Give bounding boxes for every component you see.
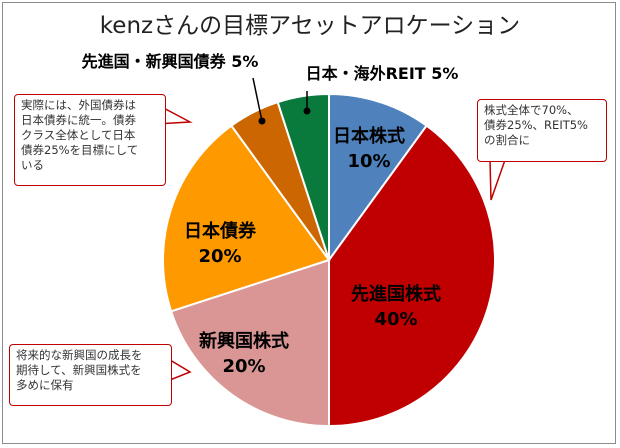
- slice-label-nihon_kaigai_reit: 日本・海外REIT 5%: [306, 64, 459, 83]
- callout-line: 日本債券に統一。債券: [21, 113, 136, 127]
- chart-title: kenzさんの目標アセットアロケーション: [99, 13, 521, 39]
- callout-line: いる: [21, 158, 44, 172]
- pie-slice-shinkoukoku_kabushiki: [169, 258, 330, 428]
- pie-slice-nihon_kabushiki: [328, 92, 428, 264]
- callout-line: 期待して、新興国株式を: [16, 363, 142, 377]
- leader-dot: [303, 107, 311, 115]
- callout-line: の割合に: [484, 133, 530, 147]
- slice-label-shinkoukoku_kabushiki: 新興国株式: [199, 330, 289, 352]
- callout-top-left: 実際には、外国債券は 日本債券に統一。債券 クラス全体として日本 債券25%を目…: [14, 94, 166, 186]
- callout-line: 多めに保有: [16, 378, 74, 392]
- leader-line: [252, 77, 263, 122]
- slice-label-senshinkoku_shinkoukoku_saiken: 先進国・新興国債券 5%: [82, 52, 259, 71]
- leader-dot: [258, 117, 266, 125]
- callout-tail-top-right: [489, 159, 507, 201]
- slice-value-shinkoukoku_kabushiki: 20%: [222, 356, 265, 377]
- slice-value-senshinkoku_kabushiki: 40%: [374, 309, 417, 330]
- callout-line: 実際には、外国債券は: [21, 98, 136, 112]
- callout-bottom-left: 将来的な新興国の成長を 期待して、新興国株式を 多めに保有: [9, 344, 172, 406]
- pie-slice-nihon_kaigai_reit: [276, 92, 330, 261]
- slice-label-nihon_saiken: 日本債券: [184, 220, 257, 242]
- callout-line: 債券25%を目標にして: [21, 143, 139, 157]
- slice-value-nihon_kabushiki: 10%: [347, 151, 390, 172]
- callout-line: 債券25%、REIT5%: [484, 118, 588, 132]
- callout-line: 将来的な新興国の成長を: [16, 348, 143, 362]
- callout-top-right: 株式全体で70%、 債券25%、REIT5% の割合に: [477, 99, 607, 162]
- callout-line: クラス全体として日本: [21, 128, 136, 142]
- callout-line: 株式全体で70%、: [484, 103, 579, 117]
- slice-label-nihon_kabushiki: 日本株式: [333, 125, 405, 147]
- slice-value-nihon_saiken: 20%: [198, 246, 241, 267]
- slice-label-senshinkoku_kabushiki: 先進国株式: [351, 283, 441, 305]
- callout-tail-bottom-left: [169, 358, 192, 382]
- pie-slice-nihon_saiken: [162, 124, 331, 313]
- pie-slice-senshinkoku_kabushiki: [328, 124, 496, 428]
